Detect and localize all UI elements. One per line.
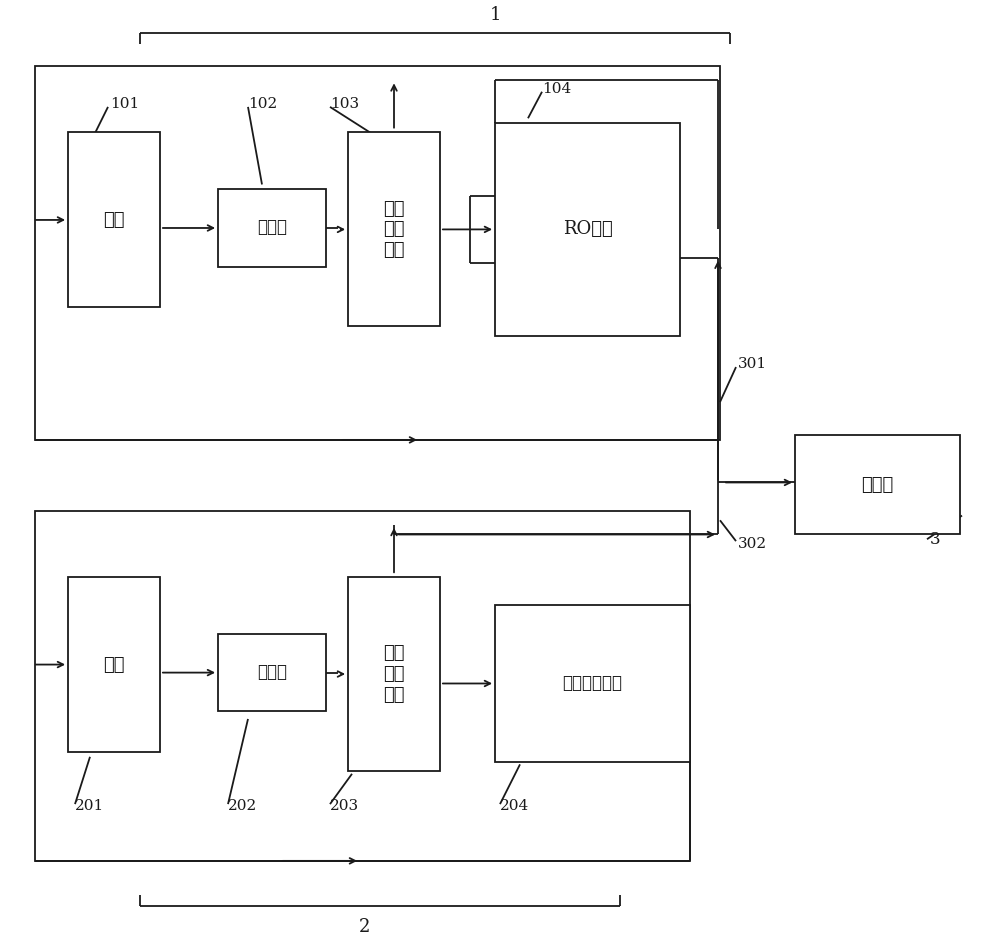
Text: 301: 301: [738, 358, 767, 371]
Text: 101: 101: [110, 97, 139, 111]
Bar: [218, 189, 326, 267]
Bar: [795, 435, 960, 534]
Text: 1: 1: [489, 6, 501, 24]
Text: 102: 102: [248, 97, 277, 111]
Text: 清洗泵: 清洗泵: [257, 664, 287, 681]
Text: 水筱: 水筱: [103, 656, 125, 674]
Text: 104: 104: [542, 82, 571, 96]
Text: 204: 204: [500, 799, 529, 813]
Text: 离线清洗装置: 离线清洗装置: [562, 675, 622, 692]
Text: 污物
收集
装置: 污物 收集 装置: [383, 644, 405, 704]
Text: 203: 203: [330, 799, 359, 813]
Text: 103: 103: [330, 97, 359, 111]
Bar: [68, 132, 160, 307]
Bar: [495, 123, 680, 336]
Text: 302: 302: [738, 537, 767, 551]
Text: 污物
收集
装置: 污物 收集 装置: [383, 200, 405, 259]
Text: 清洗泵: 清洗泵: [257, 219, 287, 236]
Bar: [495, 605, 690, 762]
Text: 201: 201: [75, 799, 104, 813]
Text: 2: 2: [359, 918, 371, 936]
Bar: [348, 577, 440, 771]
Bar: [35, 66, 720, 440]
Bar: [348, 132, 440, 326]
Bar: [35, 511, 690, 861]
Text: 空压泵: 空压泵: [861, 476, 894, 494]
Text: 水筱: 水筱: [103, 211, 125, 229]
Text: 202: 202: [228, 799, 257, 813]
Bar: [218, 634, 326, 711]
Bar: [68, 577, 160, 752]
Text: RO装置: RO装置: [563, 220, 612, 238]
Text: 3: 3: [930, 531, 941, 548]
